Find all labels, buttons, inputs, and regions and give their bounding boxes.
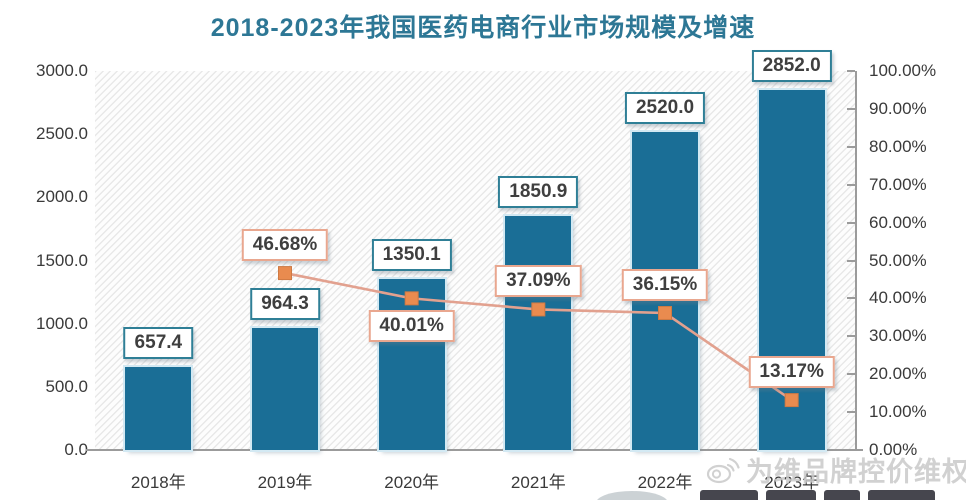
growth-value-label: 36.15% [621,268,709,301]
cutoff-block [868,490,935,500]
bar-value-label: 964.3 [250,288,320,321]
right-axis-tick [847,373,855,376]
bar-value-label: 2852.0 [751,49,832,82]
right-axis-tick [847,411,855,414]
right-axis-tick [847,145,855,148]
y-axis-tick-label-left: 2000.0 [36,187,88,207]
y-axis-tick-label-left: 500.0 [45,376,88,396]
bar-value-label: 1850.9 [498,176,579,209]
right-axis-tick [847,335,855,338]
right-axis-tick [847,70,855,72]
right-axis-tick [847,297,855,300]
bar-value-label: 657.4 [123,326,194,359]
bar-value-label: 1350.1 [371,239,452,272]
chart-title: 2018-2023年我国医药电商行业市场规模及增速 [210,14,756,42]
y-axis-tick-label-left: 2500.0 [36,124,88,144]
y-axis-tick-label-right: 10.00% [869,402,927,422]
y-axis-tick-label-right: 50.00% [869,250,927,270]
growth-value-label: 13.17% [748,356,835,389]
y-axis-tick-label-right: 80.00% [869,136,927,156]
growth-value-label: 37.09% [495,265,582,298]
y-axis-tick-label-right: 60.00% [869,212,927,232]
bar [378,279,445,450]
x-axis-tick-label: 2019年 [257,473,313,492]
right-axis-tick [847,221,855,224]
y-axis-tick-label-right: 100.00% [869,61,937,80]
cutoff-block [824,490,860,500]
y-axis-tick-label-left: 1000.0 [36,313,88,333]
right-axis-line [855,71,857,450]
weibo-icon [706,457,740,483]
cutoff-block [766,490,816,500]
watermark-text: 为维品牌控价维权 [746,457,966,487]
bar [758,89,825,450]
right-axis-tick [847,259,855,262]
y-axis-tick-label-right: 30.00% [869,326,927,346]
x-axis-tick-label: 2022年 [637,473,693,492]
x-axis-tick-label: 2018年 [130,473,186,492]
x-axis-tick-label: 2020年 [384,473,440,492]
x-axis-line [95,449,863,451]
y-axis-tick-label-right: 0.00% [869,440,918,459]
y-axis-tick-label-left: 0.0 [64,440,88,459]
cutoff-logo-shape [596,491,668,500]
cutoff-block [700,490,758,500]
bar [505,216,572,450]
growth-value-label: 40.01% [368,310,455,343]
y-axis-tick-label-left: 3000.0 [36,61,88,80]
y-axis-tick-label-left: 1500.0 [36,250,88,270]
y-axis-tick-label-right: 20.00% [869,364,927,384]
plot-area [95,71,855,450]
growth-value-label: 46.68% [241,229,329,262]
bar [252,328,318,450]
bar [125,366,192,450]
right-axis-tick [847,107,855,110]
x-axis-tick-label: 2023年 [764,473,820,492]
y-axis-tick-label-right: 40.00% [869,288,927,308]
left-axis-zero-tick [86,449,95,451]
y-axis-tick-label-right: 70.00% [869,174,927,194]
x-axis-tick-label: 2021年 [510,473,566,492]
watermark: 为维品牌控价维权 [706,450,966,489]
right-axis-tick [847,183,855,186]
y-axis-tick-label-right: 90.00% [869,98,927,118]
bar-value-label: 2520.0 [624,91,706,124]
